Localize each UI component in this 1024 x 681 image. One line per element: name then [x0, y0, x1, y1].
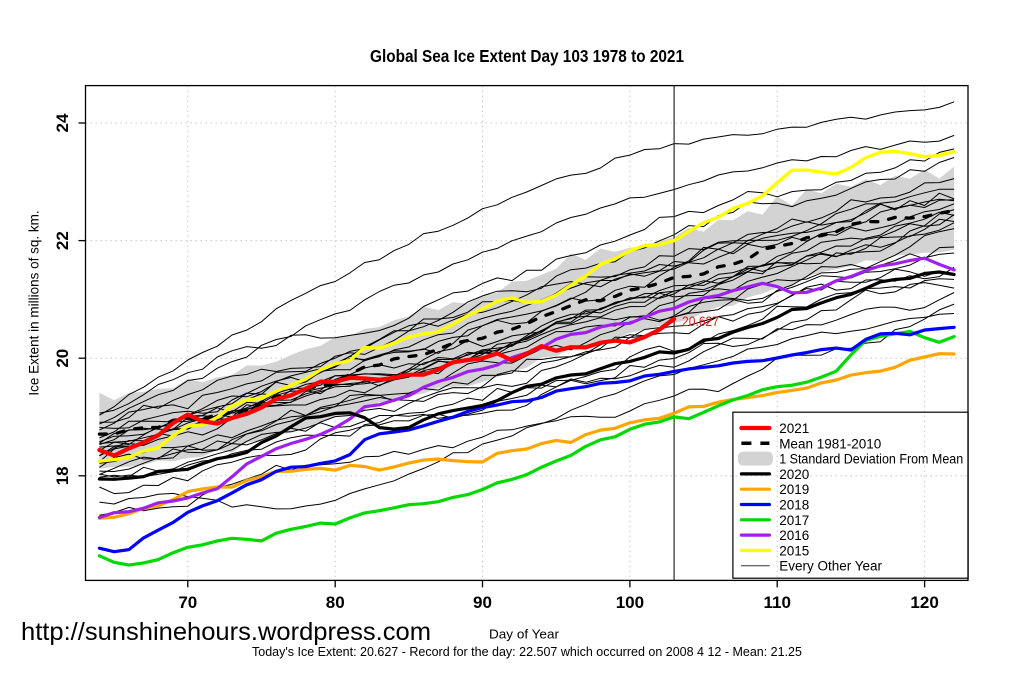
svg-text:2021: 2021 [779, 421, 809, 436]
svg-text:110: 110 [763, 593, 790, 612]
svg-text:Today's Ice Extent: 20.627 -: Today's Ice Extent: 20.627 - Record for … [252, 645, 802, 659]
svg-text:Day of Year: Day of Year [489, 627, 560, 642]
svg-text:100: 100 [616, 593, 644, 612]
svg-text:2020: 2020 [779, 467, 809, 482]
svg-text:24: 24 [53, 113, 72, 132]
svg-text:22: 22 [53, 231, 72, 250]
svg-text:120: 120 [910, 593, 938, 612]
svg-text:2016: 2016 [779, 528, 809, 543]
svg-text:2018: 2018 [779, 498, 809, 513]
svg-text:Every Other Year: Every Other Year [779, 559, 882, 574]
svg-text:2015: 2015 [779, 543, 809, 558]
svg-text:2019: 2019 [779, 482, 809, 497]
svg-text:1 Standard Deviation From Mean: 1 Standard Deviation From Mean [779, 452, 963, 467]
svg-text:2017: 2017 [779, 513, 809, 528]
svg-text:90: 90 [473, 593, 492, 612]
svg-text:20.627: 20.627 [682, 313, 719, 329]
svg-text:80: 80 [326, 593, 345, 612]
svg-text:http://sunshinehours.wordpress: http://sunshinehours.wordpress.com [21, 618, 431, 646]
svg-text:Mean 1981-2010: Mean 1981-2010 [779, 436, 881, 451]
svg-text:18: 18 [53, 466, 72, 485]
svg-text:Ice Extent in millions of sq.: Ice Extent in millions of sq. km. [27, 210, 42, 395]
svg-text:70: 70 [178, 593, 197, 612]
svg-text:20: 20 [53, 349, 72, 368]
svg-text:Global Sea Ice Extent Day 103: Global Sea Ice Extent Day 103 1978 to 20… [370, 46, 684, 66]
